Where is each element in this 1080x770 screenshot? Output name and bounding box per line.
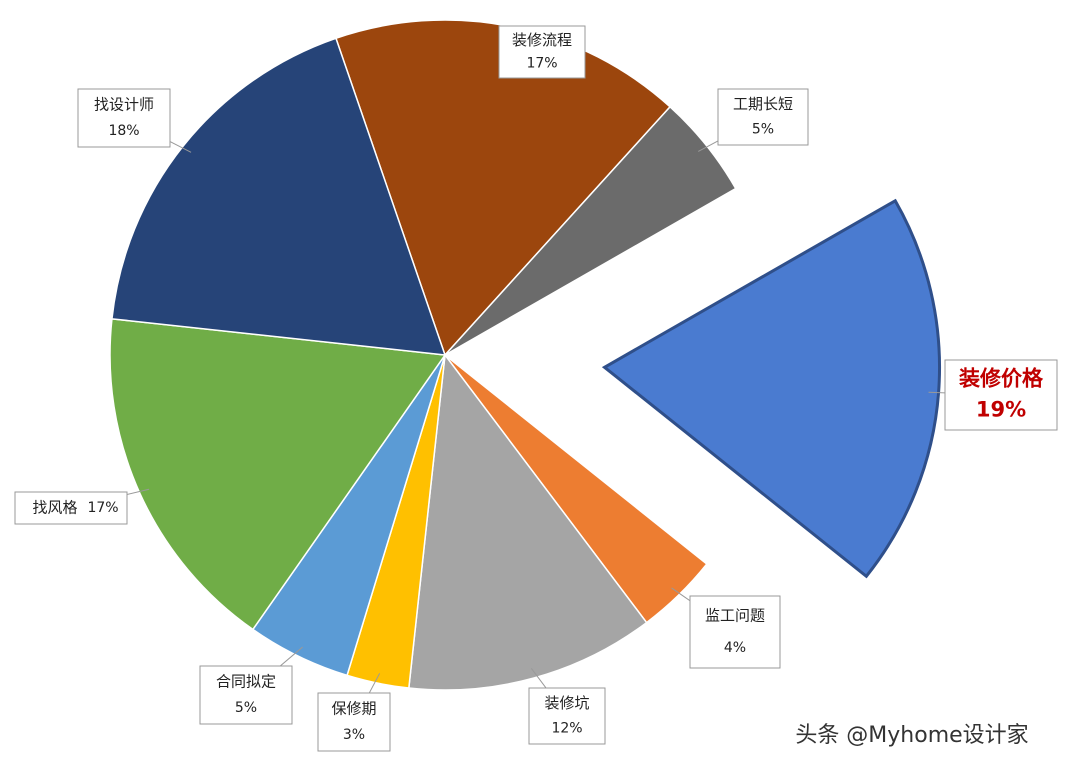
category-label: 装修价格	[959, 367, 1044, 391]
category-label: 装修流程	[512, 31, 572, 49]
pie-slice	[111, 37, 447, 356]
category-label: 监工问题	[705, 607, 765, 625]
value-label: 5%	[235, 700, 257, 716]
category-label: 合同拟定	[216, 673, 276, 691]
pie-slice	[601, 198, 942, 579]
value-label: 5%	[752, 121, 774, 137]
label-box	[317, 692, 391, 752]
category-label: 找设计师	[94, 96, 154, 114]
value-label: 17%	[87, 500, 118, 516]
value-label: 18%	[108, 123, 139, 139]
label-box	[944, 359, 1058, 431]
label-box	[199, 665, 293, 725]
label-box	[528, 687, 606, 745]
category-label: 装修坑	[544, 694, 589, 712]
label-box	[498, 25, 586, 79]
category-label: 工期长短	[733, 95, 793, 113]
value-label: 17%	[526, 55, 557, 71]
pie-slice	[109, 317, 447, 631]
label-box	[14, 491, 128, 525]
pie-slice	[444, 105, 737, 356]
label-box	[689, 595, 781, 669]
value-label: 19%	[976, 397, 1026, 421]
watermark: 头条 @Myhome设计家	[795, 723, 1028, 748]
value-label: 12%	[551, 720, 582, 736]
value-label: 4%	[724, 640, 746, 656]
pie-slice	[407, 353, 648, 691]
value-label: 3%	[343, 727, 365, 743]
label-box	[77, 88, 171, 148]
category-label: 找风格	[32, 499, 77, 517]
category-label: 保修期	[331, 700, 376, 718]
label-box	[717, 88, 809, 146]
